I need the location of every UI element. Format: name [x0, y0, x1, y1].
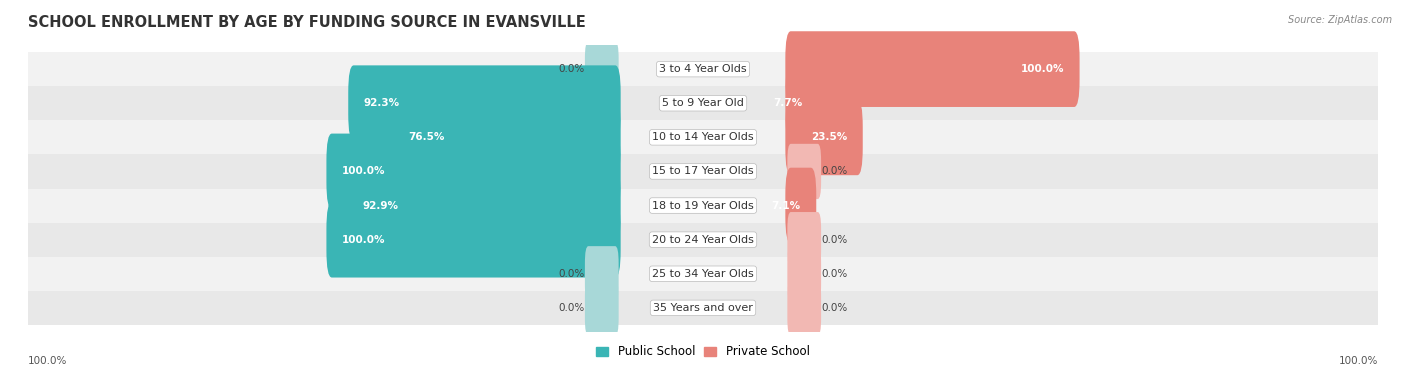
FancyBboxPatch shape [28, 188, 1378, 222]
Text: 100.0%: 100.0% [342, 166, 385, 176]
FancyBboxPatch shape [786, 168, 817, 244]
FancyBboxPatch shape [787, 144, 821, 199]
Text: 0.0%: 0.0% [821, 303, 848, 313]
Text: 76.5%: 76.5% [409, 132, 444, 143]
FancyBboxPatch shape [28, 86, 1378, 120]
Text: 0.0%: 0.0% [821, 234, 848, 245]
FancyBboxPatch shape [786, 100, 863, 175]
Text: 92.3%: 92.3% [364, 98, 399, 108]
Text: 100.0%: 100.0% [1021, 64, 1064, 74]
Text: 0.0%: 0.0% [821, 166, 848, 176]
Text: 3 to 4 Year Olds: 3 to 4 Year Olds [659, 64, 747, 74]
FancyBboxPatch shape [787, 280, 821, 336]
FancyBboxPatch shape [394, 100, 620, 175]
FancyBboxPatch shape [326, 133, 620, 209]
FancyBboxPatch shape [349, 65, 620, 141]
Text: 0.0%: 0.0% [558, 64, 585, 74]
FancyBboxPatch shape [28, 120, 1378, 155]
FancyBboxPatch shape [28, 222, 1378, 257]
Text: SCHOOL ENROLLMENT BY AGE BY FUNDING SOURCE IN EVANSVILLE: SCHOOL ENROLLMENT BY AGE BY FUNDING SOUR… [28, 15, 586, 30]
Text: 100.0%: 100.0% [28, 356, 67, 366]
Text: 0.0%: 0.0% [558, 303, 585, 313]
Text: 35 Years and over: 35 Years and over [652, 303, 754, 313]
Text: 5 to 9 Year Old: 5 to 9 Year Old [662, 98, 744, 108]
Text: 18 to 19 Year Olds: 18 to 19 Year Olds [652, 201, 754, 211]
Text: 10 to 14 Year Olds: 10 to 14 Year Olds [652, 132, 754, 143]
FancyBboxPatch shape [787, 246, 821, 301]
FancyBboxPatch shape [326, 202, 620, 277]
FancyBboxPatch shape [346, 168, 620, 244]
Text: 7.1%: 7.1% [772, 201, 801, 211]
FancyBboxPatch shape [585, 246, 619, 301]
Text: 15 to 17 Year Olds: 15 to 17 Year Olds [652, 166, 754, 176]
Text: 0.0%: 0.0% [558, 269, 585, 279]
Text: 100.0%: 100.0% [1339, 356, 1378, 366]
FancyBboxPatch shape [28, 291, 1378, 325]
Text: 23.5%: 23.5% [811, 132, 848, 143]
FancyBboxPatch shape [28, 155, 1378, 188]
FancyBboxPatch shape [585, 280, 619, 336]
Text: Source: ZipAtlas.com: Source: ZipAtlas.com [1288, 15, 1392, 25]
FancyBboxPatch shape [786, 31, 1080, 107]
FancyBboxPatch shape [787, 212, 821, 267]
FancyBboxPatch shape [585, 41, 619, 97]
FancyBboxPatch shape [28, 52, 1378, 86]
Text: 7.7%: 7.7% [773, 98, 803, 108]
Text: 92.9%: 92.9% [363, 201, 398, 211]
Text: 0.0%: 0.0% [821, 269, 848, 279]
Legend: Public School, Private School: Public School, Private School [592, 341, 814, 363]
FancyBboxPatch shape [786, 65, 818, 141]
FancyBboxPatch shape [28, 257, 1378, 291]
Text: 100.0%: 100.0% [342, 234, 385, 245]
Text: 20 to 24 Year Olds: 20 to 24 Year Olds [652, 234, 754, 245]
Text: 25 to 34 Year Olds: 25 to 34 Year Olds [652, 269, 754, 279]
